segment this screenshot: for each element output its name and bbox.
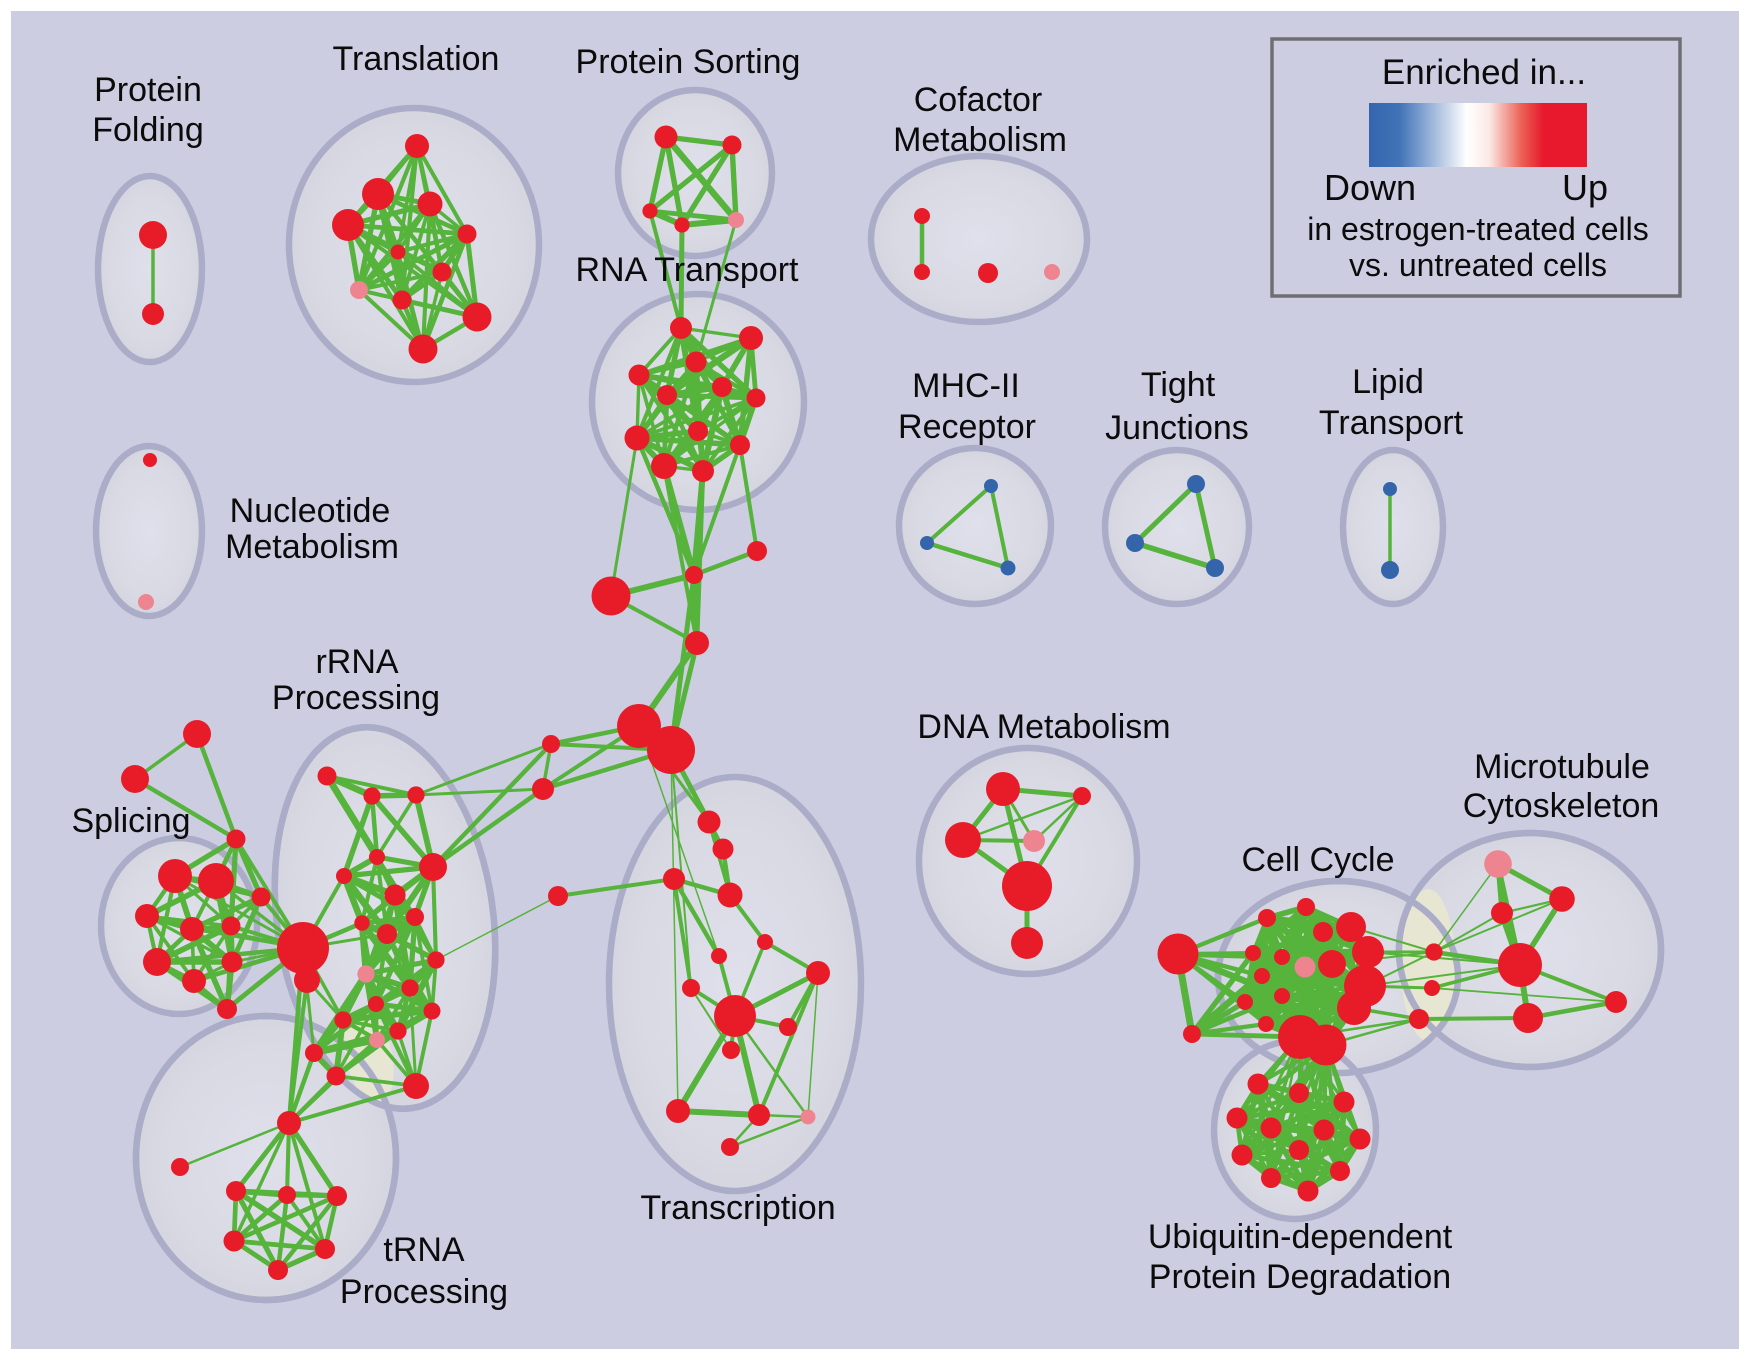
svg-text:Processing: Processing [340, 1273, 508, 1311]
svg-text:Processing: Processing [272, 679, 440, 717]
svg-text:Folding: Folding [92, 111, 204, 149]
svg-text:Ubiquitin-dependent: Ubiquitin-dependent [1148, 1218, 1453, 1256]
svg-text:Enriched in...: Enriched in... [1382, 53, 1586, 92]
svg-text:Lipid: Lipid [1352, 363, 1424, 401]
svg-text:Protein Degradation: Protein Degradation [1149, 1258, 1451, 1296]
svg-text:Microtubule: Microtubule [1474, 748, 1650, 786]
svg-text:Translation: Translation [333, 40, 500, 78]
svg-text:Protein: Protein [94, 71, 202, 109]
svg-text:Metabolism: Metabolism [893, 121, 1067, 159]
svg-text:DNA Metabolism: DNA Metabolism [917, 708, 1170, 746]
svg-text:tRNA: tRNA [383, 1231, 465, 1269]
svg-text:Transcription: Transcription [640, 1189, 835, 1227]
svg-text:in estrogen-treated cells: in estrogen-treated cells [1307, 211, 1649, 247]
svg-text:Cytoskeleton: Cytoskeleton [1463, 787, 1660, 825]
svg-text:Splicing: Splicing [71, 802, 190, 840]
svg-text:RNA Transport: RNA Transport [576, 251, 800, 289]
svg-text:Junctions: Junctions [1105, 409, 1249, 447]
svg-text:Transport: Transport [1319, 404, 1464, 442]
svg-text:Cell Cycle: Cell Cycle [1241, 841, 1394, 879]
svg-text:MHC-II: MHC-II [912, 367, 1020, 405]
svg-text:vs. untreated cells: vs. untreated cells [1349, 247, 1607, 283]
svg-text:Down: Down [1324, 167, 1416, 208]
svg-text:Tight: Tight [1141, 366, 1216, 404]
svg-text:rRNA: rRNA [315, 643, 398, 681]
svg-text:Up: Up [1562, 167, 1608, 208]
svg-text:Receptor: Receptor [898, 408, 1036, 446]
svg-text:Metabolism: Metabolism [225, 528, 399, 566]
svg-text:Nucleotide: Nucleotide [230, 492, 391, 530]
svg-text:Protein Sorting: Protein Sorting [576, 43, 801, 81]
svg-text:Cofactor: Cofactor [914, 81, 1043, 119]
